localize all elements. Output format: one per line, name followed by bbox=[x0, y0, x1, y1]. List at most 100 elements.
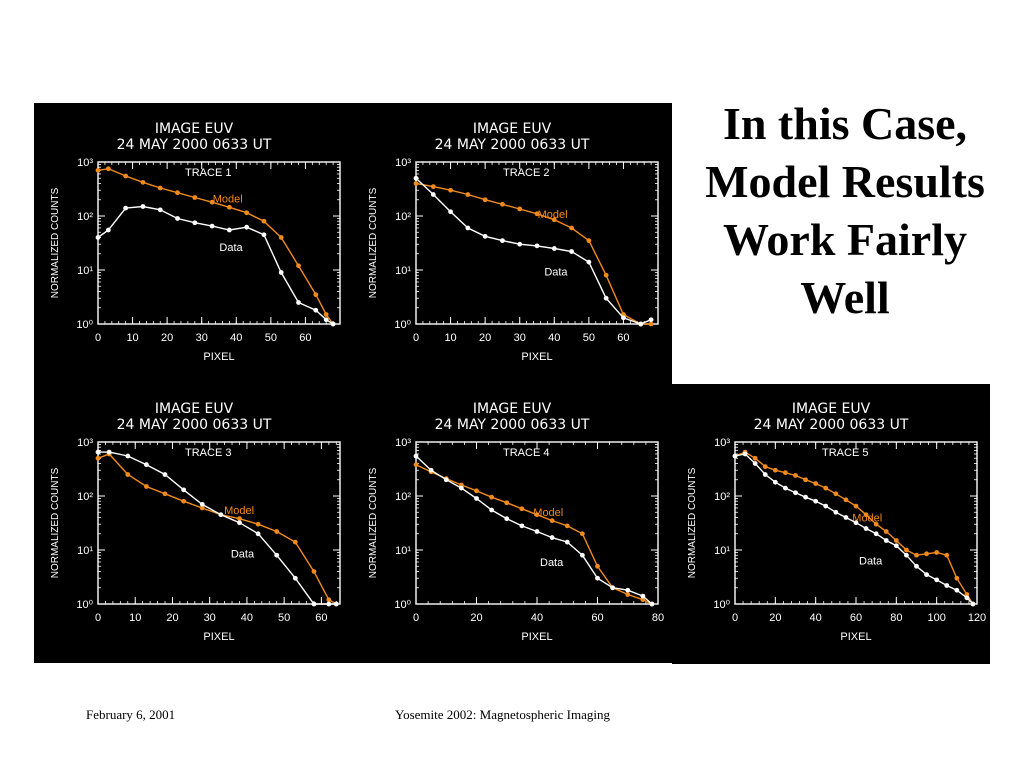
series-line-model bbox=[415, 182, 652, 325]
data-point-data bbox=[95, 235, 101, 240]
series-label-model: Model bbox=[538, 209, 568, 221]
chart-subtitle: 24 MAY 2000 0633 UT bbox=[754, 417, 909, 433]
data-point-data bbox=[443, 477, 449, 483]
y-tick-label: 10⁰ bbox=[394, 599, 411, 611]
data-point-data bbox=[448, 209, 453, 215]
data-point-model bbox=[534, 211, 540, 217]
data-point-data bbox=[226, 227, 232, 233]
x-tick-label: 20 bbox=[166, 612, 178, 624]
plot-frame bbox=[415, 441, 659, 605]
x-axis-label: PIXEL bbox=[521, 351, 552, 363]
x-tick-label: 30 bbox=[204, 612, 216, 624]
x-tick-label: 0 bbox=[413, 332, 419, 344]
data-point-data bbox=[313, 307, 319, 313]
y-tick-label: 10¹ bbox=[395, 545, 411, 557]
x-axis-label: PIXEL bbox=[840, 631, 871, 643]
data-point-data bbox=[551, 246, 557, 251]
series-label-model: Model bbox=[533, 507, 563, 519]
data-point-data bbox=[863, 526, 869, 531]
series-line-data bbox=[415, 177, 652, 325]
data-point-data bbox=[762, 472, 768, 477]
data-point-model bbox=[752, 455, 758, 461]
y-tick-label: 10⁰ bbox=[76, 599, 93, 611]
x-tick-label: 20 bbox=[161, 332, 173, 344]
x-tick-label: 10 bbox=[126, 332, 138, 344]
data-point-model bbox=[853, 503, 859, 509]
y-tick-label: 10¹ bbox=[395, 265, 411, 277]
data-point-data bbox=[326, 601, 332, 607]
series-label-model: Model bbox=[213, 194, 243, 206]
data-point-data bbox=[970, 601, 976, 607]
data-point-data bbox=[237, 520, 242, 526]
y-tick-label: 10⁰ bbox=[76, 319, 93, 331]
data-point-model bbox=[500, 201, 505, 207]
chart-title: IMAGE EUV bbox=[155, 401, 234, 417]
data-point-data bbox=[549, 535, 555, 540]
y-tick-label: 10³ bbox=[77, 437, 93, 449]
data-point-model bbox=[954, 575, 960, 581]
series-label-data: Data bbox=[544, 267, 568, 279]
data-point-model bbox=[140, 179, 146, 185]
data-point-model bbox=[843, 497, 849, 503]
x-tick-label: 40 bbox=[810, 612, 822, 624]
series-label-data: Data bbox=[231, 549, 255, 561]
data-point-model bbox=[261, 218, 267, 224]
data-point-model bbox=[144, 484, 149, 489]
data-point-model bbox=[569, 225, 574, 231]
x-tick-label: 120 bbox=[968, 612, 986, 624]
data-point-data bbox=[823, 503, 829, 509]
data-point-model bbox=[430, 184, 436, 190]
data-point-model bbox=[482, 197, 488, 203]
y-tick-label: 10² bbox=[395, 491, 411, 503]
y-tick-label: 10¹ bbox=[714, 545, 730, 557]
data-point-model bbox=[278, 235, 284, 240]
x-tick-label: 60 bbox=[617, 332, 629, 344]
y-tick-label: 10³ bbox=[77, 157, 93, 169]
x-tick-label: 20 bbox=[769, 612, 781, 624]
plots-panel-left bbox=[34, 103, 672, 663]
data-point-model bbox=[105, 166, 111, 172]
series-label-model: Model bbox=[224, 505, 254, 517]
footer-date: February 6, 2001 bbox=[86, 707, 176, 722]
x-tick-label: 60 bbox=[315, 612, 327, 624]
data-point-model bbox=[823, 485, 829, 491]
x-tick-label: 80 bbox=[652, 612, 664, 624]
series-label-data: Data bbox=[219, 242, 243, 254]
x-tick-label: 50 bbox=[278, 612, 290, 624]
data-point-model bbox=[311, 569, 317, 574]
data-point-data bbox=[621, 315, 626, 321]
data-point-model bbox=[323, 312, 329, 317]
data-point-data bbox=[199, 501, 205, 507]
data-point-model bbox=[489, 494, 495, 500]
data-point-model bbox=[123, 173, 129, 179]
data-point-data bbox=[586, 259, 592, 265]
data-point-data bbox=[157, 207, 163, 213]
x-tick-label: 100 bbox=[927, 612, 945, 624]
data-point-model bbox=[448, 187, 453, 193]
chart-subtitle: 24 MAY 2000 0633 UT bbox=[117, 417, 272, 433]
data-point-model bbox=[517, 206, 523, 212]
data-point-data bbox=[413, 175, 419, 181]
data-point-data bbox=[105, 227, 111, 233]
data-point-model bbox=[413, 462, 419, 468]
y-tick-label: 10⁰ bbox=[713, 599, 730, 611]
data-point-model bbox=[181, 498, 187, 504]
data-point-data bbox=[534, 529, 540, 534]
chart-title: IMAGE EUV bbox=[792, 401, 871, 417]
data-point-model bbox=[625, 592, 631, 597]
data-point-model bbox=[640, 597, 646, 603]
data-point-model bbox=[603, 272, 609, 278]
data-point-data bbox=[278, 270, 284, 275]
x-tick-label: 10 bbox=[444, 332, 456, 344]
plots-panel-right bbox=[672, 384, 990, 664]
slide-title: In this Case, Model Results Work Fairly … bbox=[705, 98, 985, 323]
data-point-data bbox=[752, 461, 758, 466]
data-point-model bbox=[199, 505, 205, 511]
data-point-data bbox=[772, 479, 778, 485]
data-point-data bbox=[192, 220, 198, 226]
chart-title: IMAGE EUV bbox=[155, 121, 234, 137]
y-axis-label: NORMALIZED COUNTS bbox=[50, 467, 61, 578]
data-point-data bbox=[638, 321, 644, 327]
